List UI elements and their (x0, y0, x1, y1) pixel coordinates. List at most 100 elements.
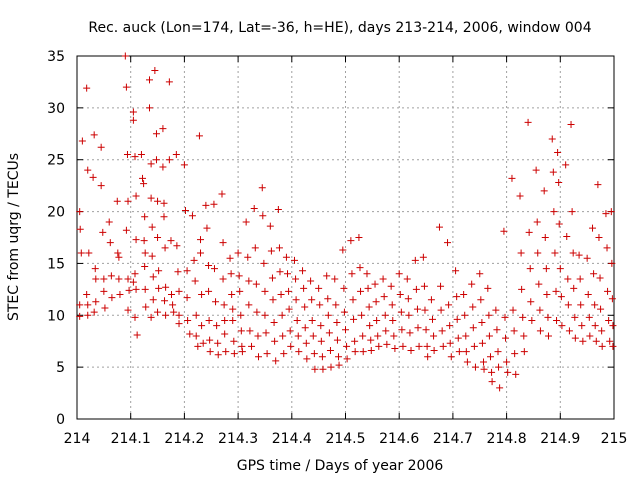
data-point (100, 275, 108, 283)
data-point (548, 135, 556, 143)
data-point (162, 311, 170, 319)
data-point (511, 350, 519, 358)
data-point (596, 274, 604, 282)
data-point (576, 275, 584, 283)
data-point (427, 296, 435, 304)
data-point (583, 254, 591, 262)
data-point (543, 291, 551, 299)
data-point (99, 228, 107, 236)
data-point (238, 348, 246, 356)
data-point (226, 254, 234, 262)
data-point (161, 297, 169, 305)
data-point (141, 263, 149, 271)
data-point (367, 347, 375, 355)
y-tick-label: 5 (56, 360, 65, 376)
data-point (373, 316, 381, 324)
data-point (295, 348, 303, 356)
data-point (151, 67, 159, 75)
data-point (406, 329, 414, 337)
data-point (357, 287, 365, 295)
y-tick-label: 15 (47, 256, 65, 272)
data-point (494, 348, 502, 356)
data-point (453, 315, 461, 323)
data-point (550, 208, 558, 216)
data-point (286, 327, 294, 335)
data-point (84, 301, 92, 309)
data-point (169, 301, 177, 309)
y-tick-label: 35 (47, 49, 65, 65)
data-point (382, 327, 390, 335)
data-point (222, 348, 230, 356)
data-point (290, 256, 298, 264)
data-point (267, 247, 275, 255)
data-point (397, 308, 405, 316)
data-point (317, 322, 325, 330)
data-point (175, 320, 183, 328)
data-point (372, 298, 380, 306)
data-point (420, 282, 428, 290)
data-point (307, 277, 315, 285)
data-point (388, 301, 396, 309)
data-point (113, 197, 121, 205)
data-point (131, 153, 139, 161)
data-point (578, 322, 586, 330)
data-point (106, 239, 114, 247)
data-point (214, 351, 222, 359)
data-point (252, 280, 260, 288)
data-point (549, 168, 557, 176)
data-point (367, 336, 375, 344)
data-point (469, 303, 477, 311)
data-point (374, 332, 382, 340)
data-point (236, 287, 244, 295)
data-point (356, 264, 364, 272)
data-point (129, 278, 137, 286)
data-point (238, 342, 246, 350)
data-point (542, 265, 550, 273)
data-point (261, 287, 269, 295)
data-point (101, 304, 109, 312)
data-point (327, 363, 335, 371)
data-point (604, 287, 612, 295)
data-point (181, 207, 189, 215)
data-point (468, 280, 476, 288)
data-point (430, 332, 438, 340)
data-points (76, 52, 617, 392)
data-point (536, 306, 544, 314)
data-point (364, 284, 372, 292)
data-point (197, 249, 205, 257)
data-point (444, 239, 452, 247)
data-point (527, 298, 535, 306)
data-point (303, 355, 311, 363)
data-point (463, 358, 471, 366)
data-point (89, 173, 97, 181)
data-point (250, 204, 258, 212)
data-point (325, 329, 333, 337)
data-point (340, 284, 348, 292)
data-point (551, 249, 559, 257)
data-point (84, 311, 92, 319)
x-axis-label: GPS time / Days of year 2006 (237, 458, 444, 474)
data-point (76, 301, 84, 309)
data-point (132, 236, 140, 244)
data-point (544, 313, 552, 321)
data-point (318, 353, 326, 361)
data-point (145, 76, 153, 84)
data-point (276, 268, 284, 276)
data-point (350, 315, 358, 323)
axis-ticks: 214 214.1 214.2 214.3 214.4 214.5 214.6 214.7 21… (47, 49, 627, 447)
data-point (284, 270, 292, 278)
x-tick-label: 214.3 (218, 431, 258, 447)
data-point (501, 313, 509, 321)
data-point (116, 291, 124, 299)
data-point (154, 197, 162, 205)
data-point (532, 166, 540, 174)
data-point (299, 267, 307, 275)
data-point (259, 212, 267, 220)
data-point (602, 210, 610, 218)
data-point (237, 311, 245, 319)
data-point (198, 291, 206, 299)
data-point (391, 344, 399, 352)
data-point (476, 270, 484, 278)
data-point (609, 342, 617, 350)
data-point (83, 84, 91, 92)
